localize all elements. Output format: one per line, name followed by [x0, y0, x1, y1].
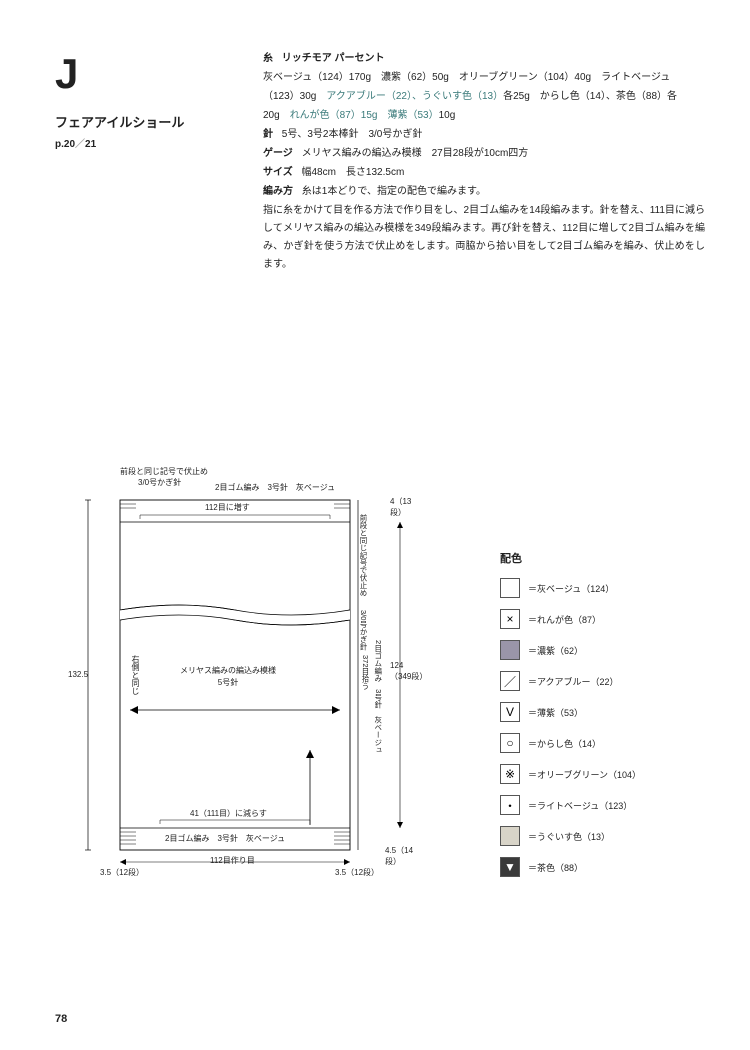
needles-val: 5号、3号2本棒針 3/0号かぎ針: [282, 129, 423, 140]
yarn-1d: 各25g からし色（14）、茶色（88）各: [503, 91, 677, 102]
legend-swatch: [500, 640, 520, 660]
legend-label: ＝茶色（88）: [528, 861, 583, 874]
center-text: メリヤス編みの編込み模様 5号針: [180, 665, 276, 689]
legend-label: ＝れんが色（87）: [528, 613, 601, 626]
right-top: 4（13段）: [390, 496, 420, 518]
top-rib: 2目ゴム編み 3号針 灰ベージュ: [215, 482, 335, 493]
pattern-letter: J: [55, 50, 235, 98]
legend-row: × ＝れんが色（87）: [500, 609, 720, 629]
legend-row: ＝濃紫（62）: [500, 640, 720, 660]
right-note1: 前段と同じ記号で伏止め: [358, 514, 369, 597]
color-legend: 配色 ＝灰ベージュ（124） × ＝れんが色（87） ＝濃紫（62） ／ ＝アクアブルー（…: [500, 550, 720, 888]
legend-swatch: ※: [500, 764, 520, 784]
right-bot: 4.5（14段）: [385, 845, 420, 867]
legend-swatch: ○: [500, 733, 520, 753]
pattern-name: フェアアイルショール: [55, 112, 235, 131]
header-row: J フェアアイルショール p.20／21 糸 リッチモア パーセント 灰ベージュ…: [55, 50, 705, 275]
page-slash: ／: [75, 139, 85, 150]
gauge-label: ゲージ: [263, 148, 293, 159]
spec-needles: 針 5号、3号2本棒針 3/0号かぎ針: [263, 126, 705, 144]
right-rib: 2目ゴム編み 3号針 灰ベージュ: [373, 640, 383, 753]
legend-label: ＝灰ベージュ（124）: [528, 582, 614, 595]
spec-yarn: 糸 リッチモア パーセント: [263, 50, 705, 68]
page-a: 20: [64, 139, 75, 150]
method-intro: 糸は1本どりで、指定の配色で編みます。: [302, 186, 486, 197]
top-note1: 前段と同じ記号で伏止め: [120, 466, 208, 477]
page-number: 78: [55, 1013, 67, 1025]
yarn-brand: リッチモア パーセント: [282, 53, 385, 64]
right-pickup: 372目拾う: [360, 655, 371, 690]
bottom-cast: 112目作り目: [210, 855, 255, 866]
legend-label: ＝オリーブグリーン（104）: [528, 768, 641, 781]
legend-label: ＝からし色（14）: [528, 737, 601, 750]
legend-label: ＝濃紫（62）: [528, 644, 583, 657]
legend-row: ／ ＝アクアブルー（22）: [500, 671, 720, 691]
yarn-1b: （123）30g: [263, 91, 326, 102]
corner-r: 3.5（12段）: [335, 867, 379, 878]
spec-method: 編み方 糸は1本どりで、指定の配色で編みます。: [263, 183, 705, 201]
right-rows: 124 （349段）: [390, 660, 427, 682]
legend-row: ＝灰ベージュ（124）: [500, 578, 720, 598]
yarn-1c: アクアブルー（22）、うぐいす色（13）: [326, 91, 503, 102]
legend-label: ＝薄紫（53）: [528, 706, 583, 719]
spec-gauge: ゲージ メリヤス編みの編込み模様 27目28段が10cm四方: [263, 145, 705, 163]
legend-label: ＝うぐいす色（13）: [528, 830, 610, 843]
legend-swatch: V: [500, 702, 520, 722]
legend-row: V ＝薄紫（53）: [500, 702, 720, 722]
legend-title: 配色: [500, 550, 720, 566]
legend-swatch: ・: [500, 795, 520, 815]
method-label: 編み方: [263, 186, 293, 197]
title-block: J フェアアイルショール p.20／21: [55, 50, 235, 150]
needles-label: 針: [263, 129, 273, 140]
top-note2: 3/0号かぎ針: [138, 477, 181, 488]
legend-label: ＝アクアブルー（22）: [528, 675, 619, 688]
corner-l: 3.5（12段）: [100, 867, 144, 878]
yarn-2a: 20g: [263, 110, 290, 121]
bottom-reduce: 41（111目）に減らす: [190, 808, 267, 819]
right-note2: 3/0号かぎ針: [358, 610, 369, 650]
legend-row: ○ ＝からし色（14）: [500, 733, 720, 753]
legend-row: ・ ＝ライトベージュ（123）: [500, 795, 720, 815]
method-body: 指に糸をかけて目を作る方法で作り目をし、2目ゴム編みを14段編みます。針を替え、…: [263, 202, 705, 274]
legend-swatch: ▼: [500, 857, 520, 877]
size-val: 幅48cm 長さ132.5cm: [301, 167, 404, 178]
yarn-detail-3: 20g れんが色（87）15g 薄紫（53）10g: [263, 107, 705, 125]
legend-label: ＝ライトベージュ（123）: [528, 799, 632, 812]
legend-swatch: ×: [500, 609, 520, 629]
bottom-rib: 2目ゴム編み 3号針 灰ベージュ: [165, 833, 285, 844]
yarn-detail-1: 灰ベージュ（124）170g 濃紫（62）50g オリーブグリーン（104）40…: [263, 69, 705, 87]
yarn-label: 糸: [263, 53, 273, 64]
schematic-diagram: 前段と同じ記号で伏止め 3/0号かぎ針 2目ゴム編み 3号針 灰ベージュ 112…: [80, 460, 420, 880]
spec-size: サイズ 幅48cm 長さ132.5cm: [263, 164, 705, 182]
legend-swatch: [500, 826, 520, 846]
legend-row: ＝うぐいす色（13）: [500, 826, 720, 846]
legend-swatch: [500, 578, 520, 598]
gauge-val: メリヤス編みの編込み模様 27目28段が10cm四方: [302, 148, 529, 159]
left-note: 右側と同じ: [130, 655, 141, 695]
legend-swatch: ／: [500, 671, 520, 691]
yarn-1a: 灰ベージュ（124）170g 濃紫（62）50g オリーブグリーン（104）40…: [263, 72, 670, 83]
page-b: 21: [85, 139, 96, 150]
size-label: サイズ: [263, 167, 293, 178]
legend-row: ※ ＝オリーブグリーン（104）: [500, 764, 720, 784]
left-height: 132.5: [68, 670, 88, 679]
page-ref: p.20／21: [55, 135, 235, 150]
top-stitch: 112目に増す: [205, 502, 250, 513]
yarn-2b: れんが色（87）15g 薄紫（53）: [290, 110, 439, 121]
page-prefix: p.: [55, 139, 64, 150]
legend-row: ▼ ＝茶色（88）: [500, 857, 720, 877]
spec-block: 糸 リッチモア パーセント 灰ベージュ（124）170g 濃紫（62）50g オ…: [263, 50, 705, 275]
yarn-detail-2: （123）30g アクアブルー（22）、うぐいす色（13）各25g からし色（1…: [263, 88, 705, 106]
yarn-2c: 10g: [439, 110, 456, 121]
